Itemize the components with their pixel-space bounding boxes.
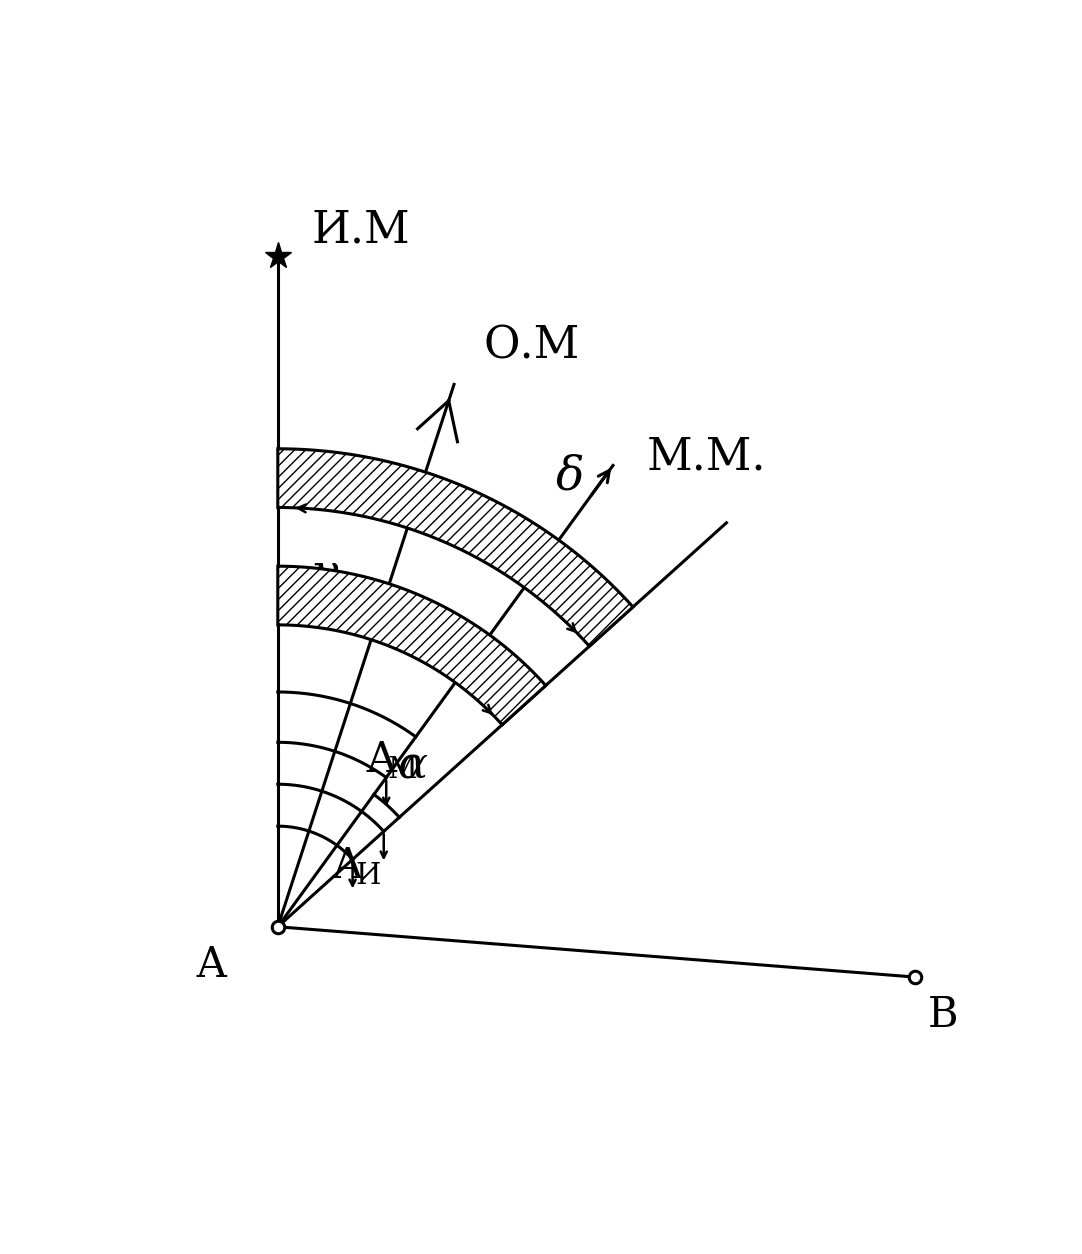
- Text: В: В: [927, 994, 959, 1036]
- Text: А: А: [366, 739, 397, 781]
- Text: α: α: [397, 745, 427, 788]
- Text: А: А: [196, 943, 227, 986]
- Polygon shape: [278, 449, 633, 646]
- Text: И: И: [355, 861, 381, 889]
- Text: М.М.: М.М.: [647, 435, 766, 479]
- Polygon shape: [278, 567, 545, 725]
- Text: И.М: И.М: [312, 208, 410, 252]
- Text: О.М: О.М: [484, 325, 580, 367]
- Text: А: А: [331, 845, 362, 887]
- Text: γ: γ: [309, 552, 338, 597]
- Text: δ: δ: [556, 454, 584, 499]
- Text: М: М: [387, 756, 418, 784]
